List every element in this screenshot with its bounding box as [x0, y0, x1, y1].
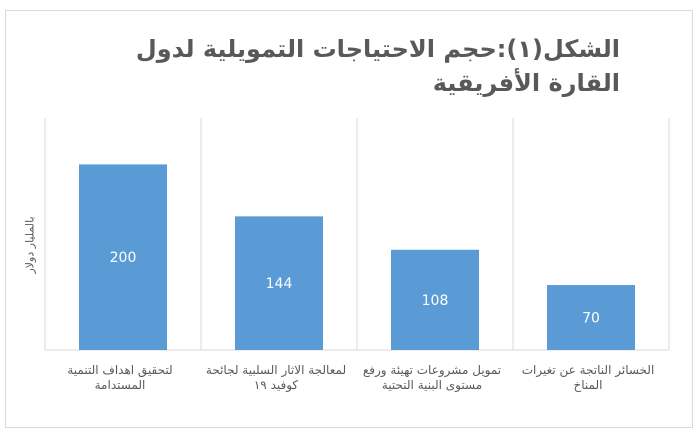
- data-label-1: 200: [110, 250, 137, 266]
- bar-1: [79, 164, 167, 350]
- data-label-3: 108: [422, 293, 449, 309]
- bar-2: [235, 216, 323, 350]
- data-label-4: 70: [582, 311, 600, 327]
- category-label-4: الخسائر الناتجة عن تغيرات المناخ: [521, 363, 655, 392]
- category-label-3: تمويل مشروعات تهيئة ورفع مستوى البنية ال…: [362, 363, 502, 392]
- data-label-2: 144: [266, 276, 293, 292]
- category-label-1: لتحقيق اهداف التنمية المستدامة: [67, 363, 173, 392]
- category-label-2: لمعالجة الاثار السلبية لجائحة كوفيد ١٩: [205, 363, 347, 392]
- bar-3: [391, 249, 479, 350]
- chart-title: الشكل(١):حجم الاحتياجات التمويلية لدول ا…: [135, 35, 620, 97]
- bar-4: [547, 285, 635, 350]
